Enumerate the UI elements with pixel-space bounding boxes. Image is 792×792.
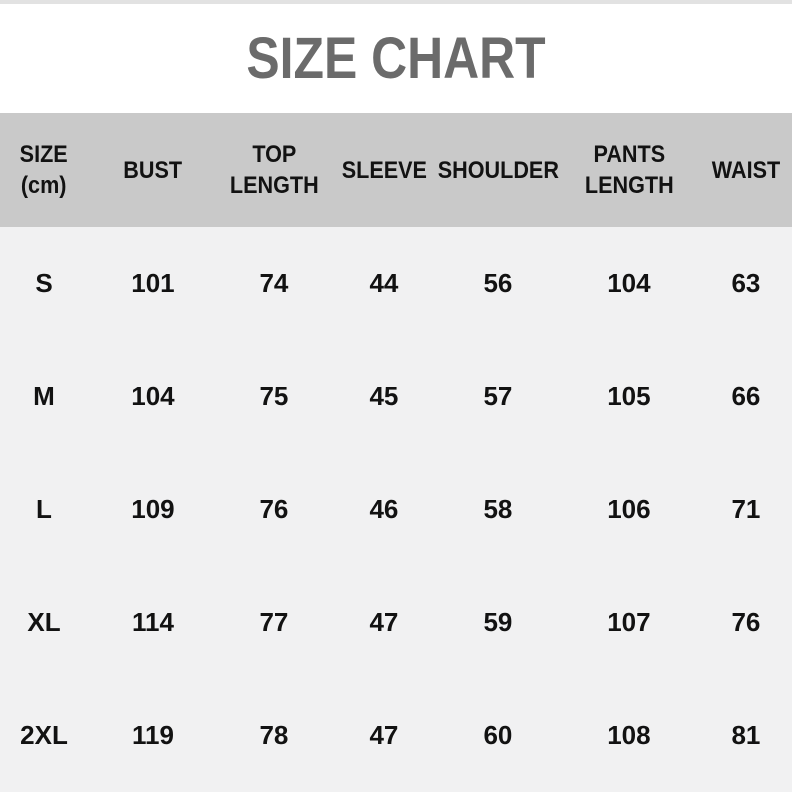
column-header-shoulder: SHOULDER [437,156,559,184]
table-row-m: M 104 75 45 57 105 66 [0,340,792,453]
top-length-value: 76 [259,494,289,524]
sleeve-value: 44 [369,268,399,298]
shoulder-value: 60 [483,720,513,750]
top-length-value: 75 [259,381,289,411]
shoulder-value: 57 [483,381,513,411]
table-row-2xl: 2XL 119 78 47 60 108 81 [0,679,792,792]
size-label: XL [27,607,61,637]
page-title: SIZE CHART [246,26,546,91]
size-label: M [33,381,55,411]
bust-value: 104 [131,381,175,411]
column-header-top-length: TOP LENGTH [229,141,319,199]
pants-length-value: 104 [607,268,651,298]
pants-length-value: 108 [607,720,651,750]
size-label: 2XL [20,720,68,750]
column-header-bust: BUST [123,156,183,184]
table-body: S 101 74 44 56 104 63 M 104 75 45 57 105… [0,227,792,792]
waist-value: 81 [731,720,761,750]
shoulder-value: 59 [483,607,513,637]
table-row-xl: XL 114 77 47 59 107 76 [0,566,792,679]
waist-value: 71 [731,494,761,524]
column-header-size: SIZE (cm) [19,141,68,199]
bust-value: 101 [131,268,175,298]
column-header-sleeve: SLEEVE [341,156,427,184]
top-length-value: 77 [259,607,289,637]
pants-length-value: 105 [607,381,651,411]
sleeve-value: 47 [369,720,399,750]
sleeve-value: 45 [369,381,399,411]
size-chart-table: SIZE (cm) BUST TOP LENGTH SLEEVE SHOULDE… [0,113,792,792]
table-row-l: L 109 76 46 58 106 71 [0,453,792,566]
shoulder-value: 58 [483,494,513,524]
waist-value: 63 [731,268,761,298]
size-label: L [36,494,52,524]
waist-value: 66 [731,381,761,411]
sleeve-value: 47 [369,607,399,637]
sleeve-value: 46 [369,494,399,524]
bust-value: 119 [131,720,174,750]
column-header-pants-length: PANTS LENGTH [584,141,674,199]
bust-value: 109 [131,494,175,524]
table-header-row: SIZE (cm) BUST TOP LENGTH SLEEVE SHOULDE… [0,113,792,227]
title-band: SIZE CHART [0,4,792,113]
size-label: S [35,268,53,298]
waist-value: 76 [731,607,761,637]
pants-length-value: 107 [607,607,651,637]
pants-length-value: 106 [607,494,651,524]
top-length-value: 74 [259,268,289,298]
top-edge-strip [0,0,792,4]
top-length-value: 78 [259,720,289,750]
table-row-s: S 101 74 44 56 104 63 [0,227,792,340]
shoulder-value: 56 [483,268,513,298]
bust-value: 114 [131,607,174,637]
column-header-waist: WAIST [711,156,781,184]
